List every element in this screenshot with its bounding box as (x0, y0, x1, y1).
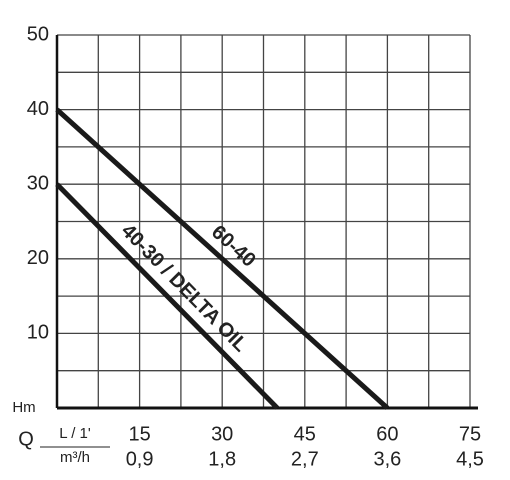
x2-tick-label: 2,7 (291, 448, 319, 470)
y-tick-label: 20 (27, 247, 49, 269)
x2-tick-label: 1,8 (208, 448, 236, 470)
y-axis-label: Hm (12, 399, 35, 416)
x2-tick-label: 4,5 (456, 448, 484, 470)
x2-tick-label: 3,6 (373, 448, 401, 470)
series-label: 60-40 (207, 221, 260, 272)
y-tick-label: 30 (27, 172, 49, 194)
x-tick-label: 30 (211, 423, 233, 445)
x-tick-label: 45 (294, 423, 316, 445)
x2-unit: m³/h (60, 449, 90, 466)
series-line (55, 182, 280, 410)
x-unit: L / 1' (59, 425, 91, 442)
series-line (55, 107, 390, 410)
x-tick-label: 75 (459, 423, 481, 445)
y-tick-label: 40 (27, 98, 49, 120)
x-tick-label: 15 (128, 423, 150, 445)
x2-tick-label: 0,9 (126, 448, 154, 470)
y-tick-label: 10 (27, 322, 49, 344)
x-axis-label: Q (18, 428, 34, 450)
y-tick-label: 50 (27, 23, 49, 45)
x-tick-label: 60 (376, 423, 398, 445)
